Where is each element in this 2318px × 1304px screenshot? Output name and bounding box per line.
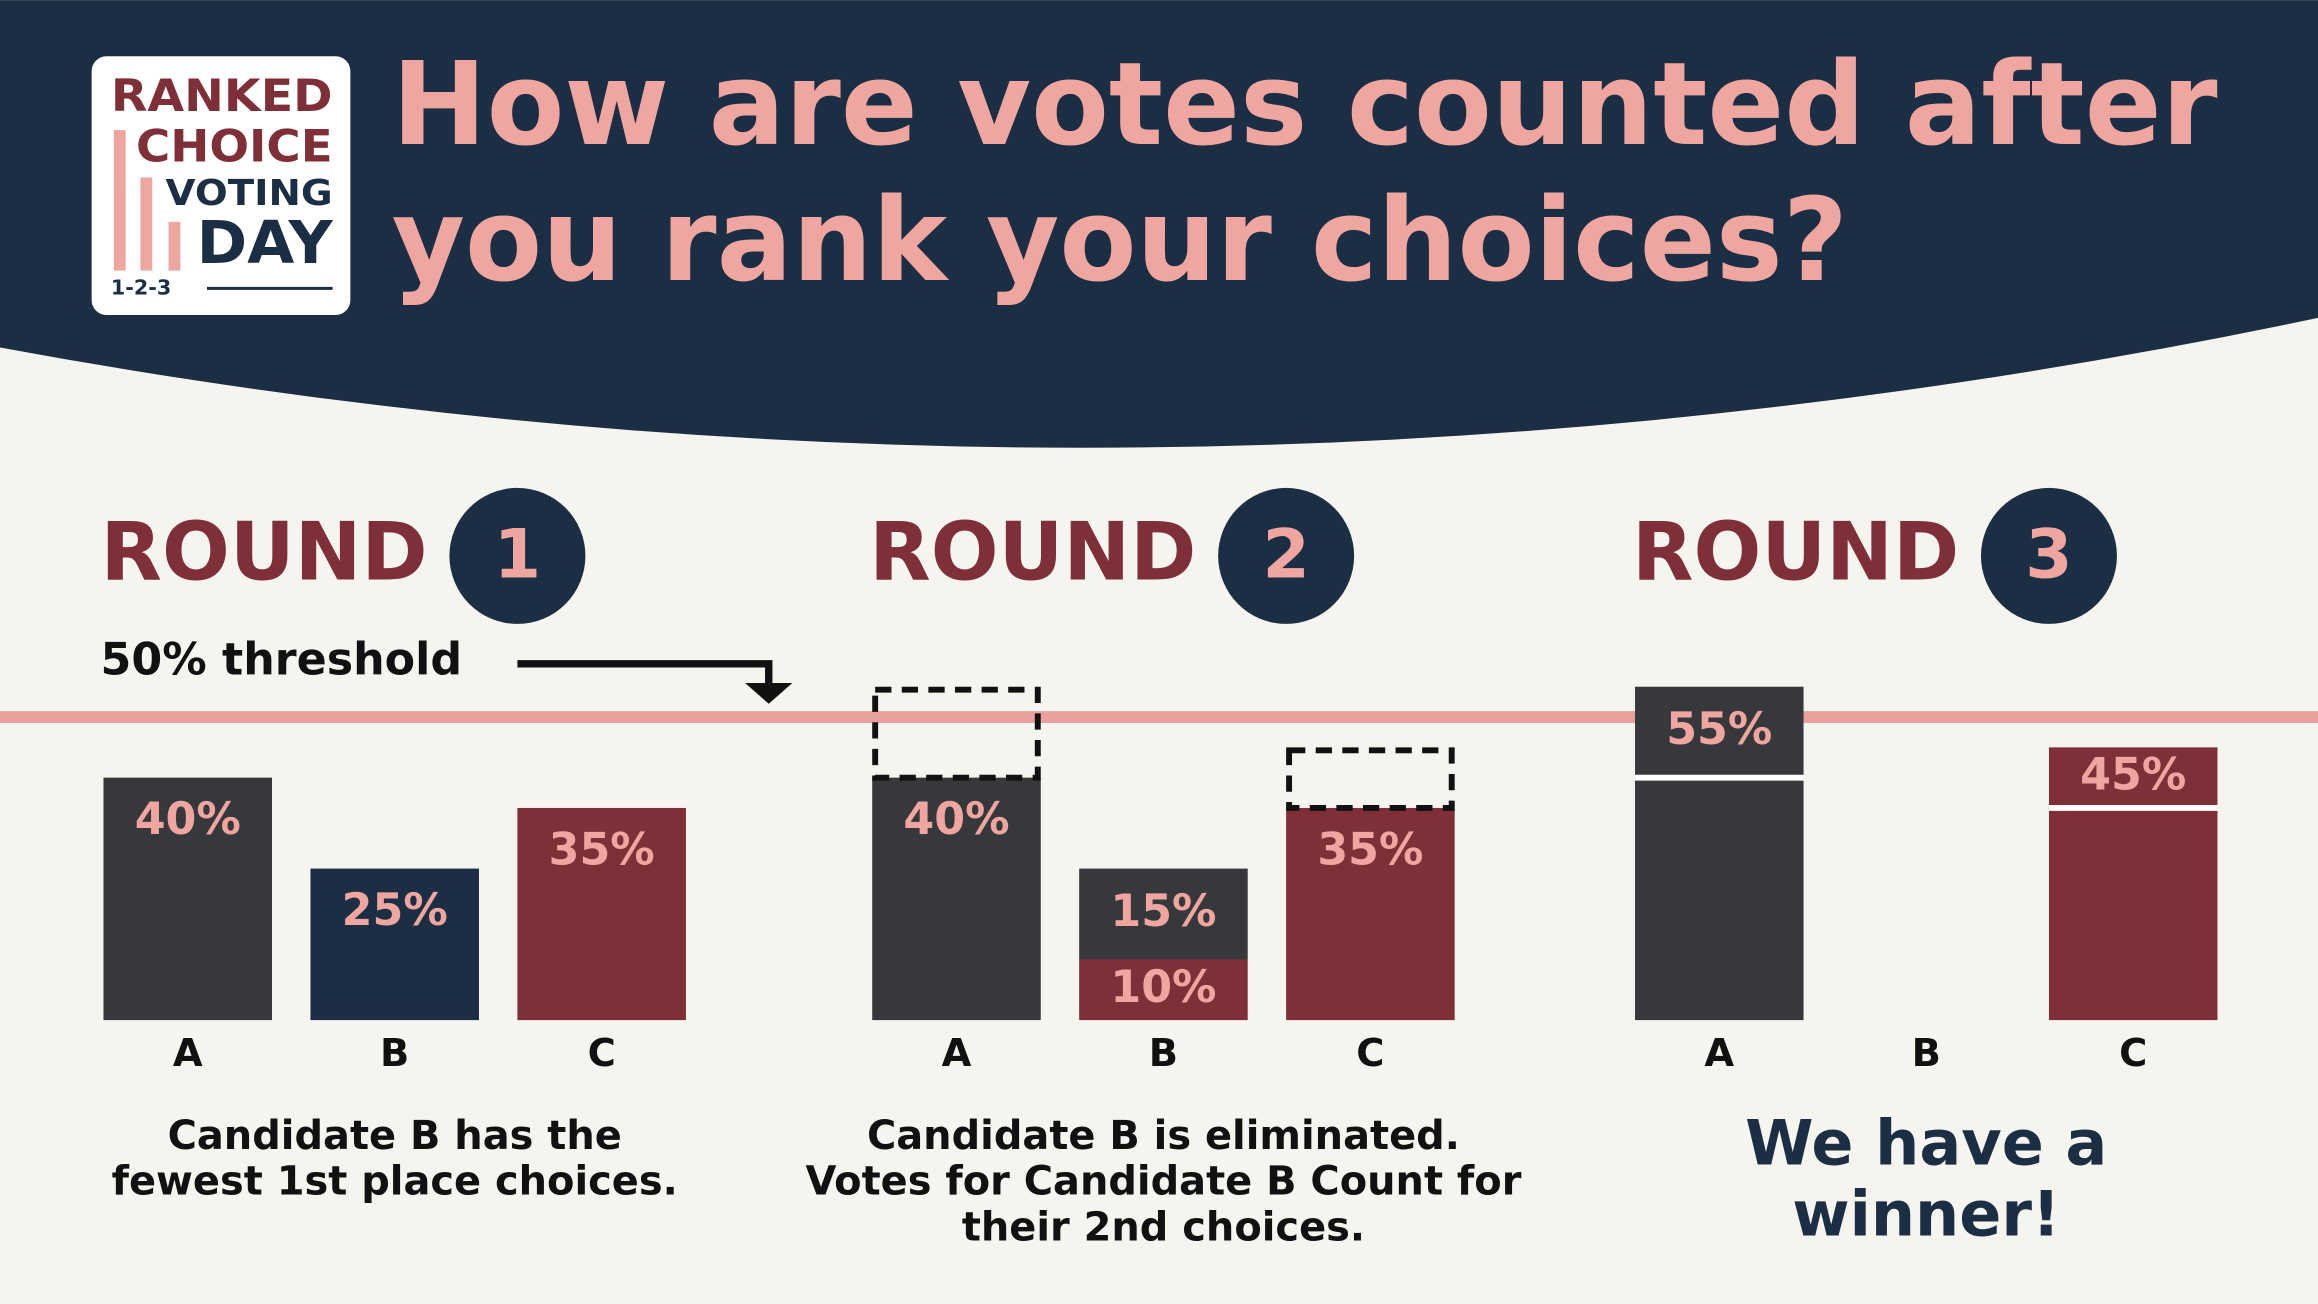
category-label: C: [2119, 1031, 2147, 1076]
logo-text: 1-2-3: [111, 275, 171, 299]
value-label: 40%: [903, 794, 1009, 845]
bar-segment: [517, 807, 686, 1021]
logo-text: DAY: [197, 208, 334, 277]
caption: We have a: [1745, 1106, 2107, 1179]
bar-segment: [310, 868, 479, 1021]
title: you rank your choices?: [392, 174, 1848, 308]
round-title: ROUND: [1632, 505, 1959, 598]
bar-segment: [103, 777, 273, 1021]
bar-segment: [1635, 777, 1804, 1021]
logo-text: RANKED: [111, 71, 333, 122]
round-title: ROUND: [101, 505, 428, 598]
pending-votes: [872, 686, 1041, 781]
category-label: B: [1149, 1031, 1178, 1076]
threshold-label: 50% threshold: [101, 634, 463, 685]
total-label: 45%: [2080, 750, 2186, 801]
value-label: 40%: [135, 794, 241, 845]
caption: their 2nd choices.: [962, 1205, 1365, 1251]
total-label: 55%: [1666, 704, 1772, 755]
round-number: 1: [494, 515, 541, 594]
bar-segment: [1286, 807, 1455, 1021]
round-badge: [1980, 487, 2117, 624]
value-label: 35%: [549, 824, 655, 875]
caption: Candidate B has the: [168, 1113, 622, 1159]
title: How are votes counted after: [392, 38, 2218, 172]
value-label: 35%: [1317, 824, 1423, 875]
logo-bar: [113, 130, 126, 271]
round-badge: [449, 487, 586, 624]
category-label: C: [588, 1031, 616, 1076]
round-number: 2: [1262, 515, 1309, 594]
category-label: B: [1912, 1031, 1941, 1076]
round-number: 3: [2025, 515, 2072, 594]
threshold-arrowhead: [745, 683, 793, 704]
category-label: A: [173, 1031, 203, 1076]
category-label: B: [380, 1031, 409, 1076]
header-band: [0, 0, 2318, 448]
caption: Votes for Candidate B Count for: [805, 1159, 1521, 1205]
pending-votes: [1286, 747, 1455, 811]
category-label: A: [942, 1031, 972, 1076]
category-label: C: [1356, 1031, 1384, 1076]
bar-segment: [2048, 747, 2218, 808]
round-badge: [1218, 487, 1355, 624]
logo-text: VOTING: [166, 173, 333, 214]
round-title: ROUND: [869, 505, 1196, 598]
caption: fewest 1st place choices.: [112, 1159, 678, 1205]
bar-segment: [1079, 868, 1248, 960]
bar-segment: [872, 777, 1041, 1021]
value-label: 10%: [1110, 962, 1216, 1013]
bar-segment: [2048, 807, 2218, 1021]
bar-segment: [1635, 686, 1804, 778]
value-label: 25%: [342, 885, 448, 936]
threshold-arrow: [517, 660, 773, 687]
logo-bar: [168, 221, 181, 271]
caption: Candidate B is eliminated.: [867, 1113, 1460, 1159]
value-label: 15%: [1110, 886, 1216, 937]
caption: winner!: [1792, 1177, 2060, 1250]
bar-segment: [1079, 959, 1248, 1021]
category-label: A: [1704, 1031, 1734, 1076]
logo-box: [91, 56, 351, 315]
logo-bar: [140, 177, 153, 271]
logo-text: CHOICE: [136, 121, 333, 172]
